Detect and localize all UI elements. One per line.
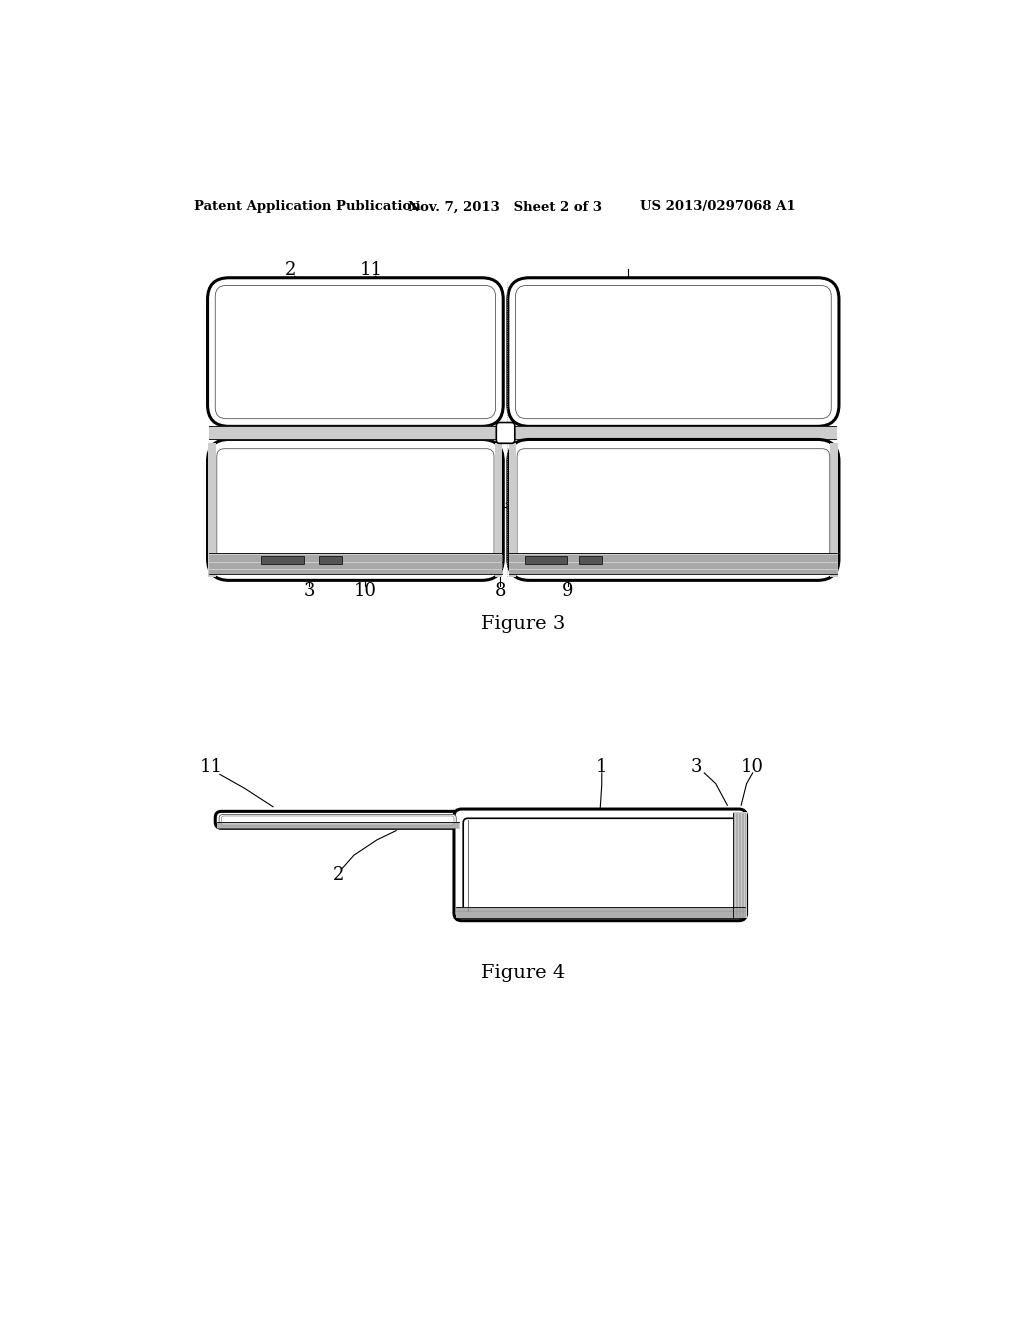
Bar	[456, 907, 745, 917]
Text: 10: 10	[741, 758, 764, 776]
FancyBboxPatch shape	[517, 449, 829, 572]
Text: Figure 3: Figure 3	[481, 615, 565, 634]
Bar	[209, 553, 502, 574]
FancyBboxPatch shape	[217, 449, 494, 572]
Text: 1: 1	[596, 758, 607, 776]
Text: US 2013/0297068 A1: US 2013/0297068 A1	[640, 201, 796, 214]
Text: 11: 11	[359, 261, 382, 279]
Text: 2: 2	[333, 866, 344, 883]
Text: 3: 3	[691, 758, 702, 776]
Text: 3: 3	[303, 582, 315, 601]
Bar	[261, 557, 304, 564]
Text: 2: 2	[285, 261, 296, 279]
Bar	[524, 557, 567, 564]
Bar	[509, 444, 516, 577]
Text: Patent Application Publication: Patent Application Publication	[194, 201, 421, 214]
Text: 10: 10	[354, 582, 377, 601]
Bar	[509, 553, 837, 574]
Bar	[733, 812, 746, 917]
Bar	[319, 557, 342, 564]
Bar	[495, 444, 503, 577]
Bar	[579, 557, 602, 564]
Bar	[830, 444, 839, 577]
FancyBboxPatch shape	[508, 440, 839, 581]
Text: 11: 11	[200, 758, 223, 776]
Bar	[208, 444, 216, 577]
Text: Nov. 7, 2013   Sheet 2 of 3: Nov. 7, 2013 Sheet 2 of 3	[408, 201, 602, 214]
FancyBboxPatch shape	[208, 440, 503, 581]
FancyBboxPatch shape	[497, 422, 515, 444]
Text: 9: 9	[562, 582, 573, 601]
FancyBboxPatch shape	[221, 816, 454, 825]
Text: Figure 4: Figure 4	[481, 964, 565, 982]
FancyBboxPatch shape	[215, 812, 460, 829]
FancyBboxPatch shape	[215, 285, 496, 418]
Text: 8: 8	[495, 582, 506, 601]
FancyBboxPatch shape	[208, 277, 503, 426]
FancyBboxPatch shape	[508, 277, 839, 426]
FancyBboxPatch shape	[454, 809, 746, 921]
Bar	[209, 426, 504, 440]
Text: 1: 1	[812, 450, 824, 467]
FancyBboxPatch shape	[219, 814, 457, 825]
Bar	[509, 426, 838, 440]
FancyBboxPatch shape	[515, 285, 831, 418]
FancyBboxPatch shape	[463, 818, 737, 917]
Bar	[217, 822, 459, 829]
